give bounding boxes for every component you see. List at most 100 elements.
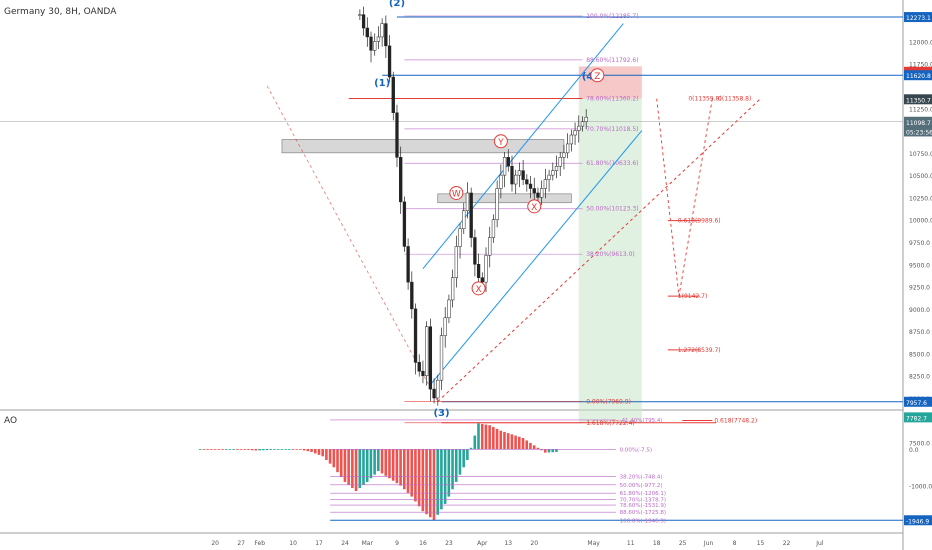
time-tick: 10 [289, 540, 297, 547]
ao-bar [543, 449, 547, 453]
time-tick: 23 [445, 540, 453, 547]
price-tick: 9000.0 [909, 307, 930, 314]
ao-bar [254, 449, 258, 451]
price-tick: 10750.0 [909, 151, 932, 158]
fib-label: 0.00%(7960.9) [586, 398, 631, 405]
ao-bar [540, 449, 543, 451]
candle-body [454, 246, 458, 278]
time-tick: Jun [703, 540, 714, 547]
ao-bar [221, 449, 224, 450]
candle-body [358, 14, 362, 16]
time-tick: 16 [419, 540, 427, 547]
price-tick: 11250.0 [909, 106, 932, 113]
candle-body [373, 41, 377, 51]
ao-tick: 0.0 [909, 447, 919, 454]
ao-fib-label: 78.60%(-1531.9) [620, 503, 667, 509]
price-tick: 10250.0 [909, 195, 932, 202]
ao-bar [462, 449, 465, 468]
price-tick: 8250.0 [909, 374, 930, 381]
ao-bar [262, 449, 265, 451]
candle-body [425, 326, 429, 376]
ao-bar [236, 449, 239, 450]
time-tick: Jul [815, 540, 824, 547]
candle-body [525, 179, 529, 185]
candle-body [465, 192, 470, 212]
ao-bar [436, 449, 439, 515]
candle-body [436, 379, 440, 399]
ao-bar [510, 434, 514, 449]
ao-fib-label: 38.20%(-748.4) [620, 474, 663, 480]
ao-bar [206, 449, 209, 450]
channel-upper [422, 23, 624, 270]
ao-bar [454, 449, 458, 482]
time-tick: 17 [315, 540, 323, 547]
price-badge [904, 70, 932, 81]
ao-bar [525, 440, 529, 449]
price-tick: 11750.0 [909, 62, 932, 69]
time-tick: 20 [530, 540, 538, 547]
candle-body [384, 23, 388, 47]
ao-bar [339, 449, 343, 478]
candle-body [402, 201, 407, 247]
candle-body [569, 134, 574, 145]
channel-lower [429, 130, 643, 385]
ao-bar [395, 449, 399, 484]
candle-body [469, 192, 473, 238]
ao-bar [306, 449, 310, 452]
ao-bar [484, 424, 488, 449]
price-badge [904, 412, 932, 423]
ao-bar [347, 449, 350, 485]
projection-label: 1(9142.7) [678, 293, 708, 300]
candle-body [495, 188, 499, 220]
wave-label: (2) [389, 0, 405, 9]
ao-bar [428, 449, 432, 518]
price-tick: 8500.0 [909, 351, 930, 358]
candle-body [577, 125, 581, 131]
ao-bar [458, 449, 462, 475]
wxy-label: Z [594, 72, 600, 82]
candle-body [584, 116, 588, 122]
price-badge-text: 11350.7 [906, 97, 931, 104]
candle-body [521, 170, 525, 180]
ao-fib-label: 100.0%(-1946.9) [620, 518, 667, 524]
wxy-label: W [452, 189, 461, 199]
time-tick: 22 [783, 540, 791, 547]
wave-label: (1) [374, 78, 390, 89]
ao-bar [529, 442, 532, 449]
ao-bar [469, 447, 473, 449]
time-tick: 9 [395, 540, 399, 547]
candle-body [558, 157, 562, 167]
time-tick: 15 [757, 540, 765, 547]
ao-bar [477, 423, 480, 449]
ao-bar [332, 449, 336, 468]
fib-label: 61.80%(10633.6) [586, 160, 638, 167]
projection-label: 1.272(8539.7) [678, 347, 721, 354]
ao-bar [354, 449, 358, 492]
candle-body [506, 157, 510, 167]
ao-bar [406, 449, 410, 493]
time-tick: 13 [504, 540, 512, 547]
ao-bar [295, 449, 299, 450]
fib-label: 78.60%(11360.2) [586, 95, 638, 102]
ao-bar [421, 449, 425, 512]
indicator-title: AO [4, 416, 17, 426]
candle-body [395, 112, 399, 158]
chart-title: Germany 30, 8H, OANDA [4, 7, 117, 17]
wxy-circle [471, 281, 486, 296]
ao-bar [466, 449, 469, 460]
ao-bar [492, 427, 495, 449]
time-tick: 11 [627, 540, 635, 547]
candle-body [410, 281, 414, 310]
price-badge [904, 94, 932, 105]
ao-bar [273, 449, 276, 450]
ao-bar [480, 423, 484, 449]
candle-body [540, 188, 544, 198]
candle-body [514, 174, 518, 185]
wave-label: (3) [433, 408, 449, 419]
ao-bar [503, 431, 506, 449]
ao-bar [506, 433, 510, 449]
candle-body [380, 23, 384, 38]
fib-label: 50.00%(10123.3) [586, 206, 638, 213]
resistance-zone [281, 139, 565, 154]
wxy-circle [590, 68, 605, 83]
